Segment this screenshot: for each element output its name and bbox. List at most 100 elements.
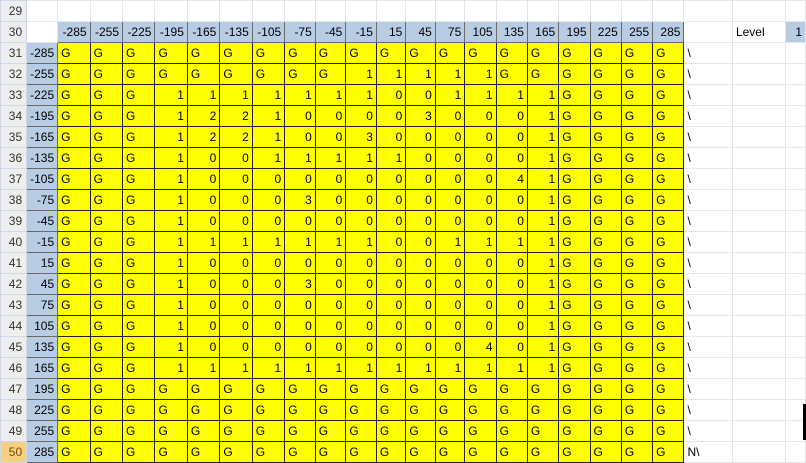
- grid-cell[interactable]: G: [652, 168, 685, 190]
- row-header-cell[interactable]: 15: [26, 252, 59, 274]
- grid-cell[interactable]: G: [186, 420, 221, 442]
- grid-cell[interactable]: 0: [434, 147, 466, 169]
- empty-cell[interactable]: [731, 231, 787, 253]
- grid-cell[interactable]: 0: [405, 252, 436, 274]
- grid-cell[interactable]: 3: [284, 273, 316, 295]
- grid-cell[interactable]: 0: [405, 168, 436, 190]
- grid-cell[interactable]: G: [89, 231, 124, 253]
- grid-cell[interactable]: G: [558, 189, 591, 211]
- grid-cell[interactable]: G: [89, 147, 124, 169]
- row-number[interactable]: 39: [0, 210, 28, 232]
- grid-cell[interactable]: G: [652, 441, 685, 463]
- row-end-marker-cell[interactable]: \: [683, 357, 733, 379]
- grid-cell[interactable]: 0: [464, 315, 497, 337]
- grid-cell[interactable]: 0: [284, 105, 316, 127]
- empty-cell[interactable]: [495, 0, 528, 22]
- grid-cell[interactable]: G: [89, 441, 124, 463]
- grid-cell[interactable]: G: [620, 42, 654, 64]
- row-header-cell[interactable]: -165: [26, 126, 59, 148]
- empty-cell[interactable]: [785, 84, 806, 106]
- grid-cell[interactable]: G: [89, 189, 124, 211]
- grid-cell[interactable]: 0: [495, 210, 528, 232]
- column-header-cell[interactable]: -45: [314, 21, 347, 43]
- row-end-marker-cell[interactable]: \: [683, 210, 733, 232]
- grid-cell[interactable]: G: [122, 315, 156, 337]
- row-header-cell[interactable]: 255: [26, 420, 59, 442]
- row-header-cell[interactable]: 225: [26, 399, 59, 421]
- grid-cell[interactable]: 0: [495, 252, 528, 274]
- grid-cell[interactable]: 1: [154, 84, 188, 106]
- empty-cell[interactable]: [785, 42, 806, 64]
- grid-cell[interactable]: G: [558, 336, 591, 358]
- grid-cell[interactable]: G: [589, 420, 622, 442]
- empty-cell[interactable]: [731, 441, 787, 463]
- grid-cell[interactable]: 1: [526, 210, 560, 232]
- grid-cell[interactable]: G: [558, 84, 591, 106]
- grid-cell[interactable]: 1: [345, 147, 377, 169]
- grid-cell[interactable]: 1: [154, 231, 188, 253]
- grid-cell[interactable]: 0: [186, 147, 221, 169]
- grid-cell[interactable]: G: [57, 294, 91, 316]
- grid-cell[interactable]: 0: [375, 126, 407, 148]
- row-number[interactable]: 46: [0, 357, 28, 379]
- grid-cell[interactable]: G: [122, 105, 156, 127]
- grid-cell[interactable]: 0: [434, 336, 466, 358]
- column-header-cell[interactable]: 105: [464, 21, 497, 43]
- row-number[interactable]: 45: [0, 336, 28, 358]
- row-header-cell[interactable]: 75: [26, 294, 59, 316]
- grid-cell[interactable]: G: [314, 420, 347, 442]
- grid-cell[interactable]: 0: [284, 294, 316, 316]
- grid-cell[interactable]: 0: [375, 189, 407, 211]
- row-number[interactable]: 40: [0, 231, 28, 253]
- grid-cell[interactable]: 0: [186, 168, 221, 190]
- grid-cell[interactable]: G: [57, 105, 91, 127]
- row-end-marker-cell[interactable]: \: [683, 189, 733, 211]
- grid-cell[interactable]: G: [652, 252, 685, 274]
- grid-cell[interactable]: 0: [375, 273, 407, 295]
- grid-cell[interactable]: G: [345, 378, 377, 400]
- grid-cell[interactable]: G: [57, 420, 91, 442]
- grid-cell[interactable]: 0: [345, 315, 377, 337]
- column-header-cell[interactable]: -255: [89, 21, 124, 43]
- grid-cell[interactable]: G: [620, 420, 654, 442]
- row-header-cell[interactable]: -15: [26, 231, 59, 253]
- row-number[interactable]: 42: [0, 273, 28, 295]
- grid-cell[interactable]: G: [620, 63, 654, 85]
- column-header-cell[interactable]: 285: [652, 21, 685, 43]
- grid-cell[interactable]: G: [122, 189, 156, 211]
- grid-cell[interactable]: G: [122, 357, 156, 379]
- grid-cell[interactable]: G: [89, 420, 124, 442]
- grid-cell[interactable]: G: [122, 147, 156, 169]
- empty-cell[interactable]: [683, 21, 733, 43]
- grid-cell[interactable]: 0: [186, 273, 221, 295]
- row-header-cell[interactable]: 135: [26, 336, 59, 358]
- grid-cell[interactable]: G: [314, 42, 347, 64]
- grid-cell[interactable]: 1: [434, 231, 466, 253]
- grid-cell[interactable]: G: [558, 126, 591, 148]
- grid-cell[interactable]: 3: [345, 126, 377, 148]
- grid-cell[interactable]: 1: [154, 105, 188, 127]
- empty-cell[interactable]: [683, 0, 733, 22]
- empty-cell[interactable]: [57, 0, 91, 22]
- grid-cell[interactable]: G: [57, 147, 91, 169]
- row-number[interactable]: 33: [0, 84, 28, 106]
- grid-cell[interactable]: G: [620, 294, 654, 316]
- empty-cell[interactable]: [186, 0, 221, 22]
- grid-cell[interactable]: 0: [186, 210, 221, 232]
- empty-cell[interactable]: [251, 0, 286, 22]
- grid-cell[interactable]: 0: [375, 84, 407, 106]
- grid-cell[interactable]: 0: [464, 273, 497, 295]
- grid-cell[interactable]: G: [620, 210, 654, 232]
- grid-cell[interactable]: 1: [251, 231, 286, 253]
- grid-cell[interactable]: G: [284, 42, 316, 64]
- empty-cell[interactable]: [731, 126, 787, 148]
- column-header-cell[interactable]: -165: [186, 21, 221, 43]
- grid-cell[interactable]: G: [589, 378, 622, 400]
- grid-cell[interactable]: 1: [405, 63, 436, 85]
- grid-cell[interactable]: 1: [526, 105, 560, 127]
- empty-cell[interactable]: [785, 105, 806, 127]
- grid-cell[interactable]: 0: [434, 210, 466, 232]
- grid-cell[interactable]: G: [652, 126, 685, 148]
- grid-cell[interactable]: G: [589, 231, 622, 253]
- grid-cell[interactable]: G: [652, 336, 685, 358]
